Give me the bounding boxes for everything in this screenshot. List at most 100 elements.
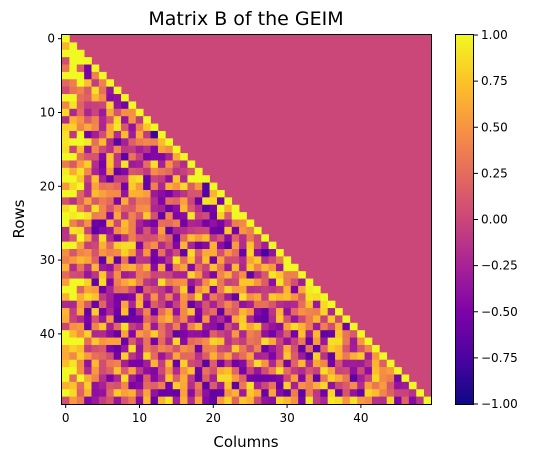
- heatmap-cell: [62, 293, 70, 302]
- heatmap-cell: [290, 271, 299, 279]
- heatmap-cell: [113, 308, 122, 316]
- heatmap-cell: [202, 256, 210, 265]
- heatmap-cell: [106, 212, 115, 220]
- heatmap-cell: [98, 278, 107, 287]
- heatmap-cell: [283, 263, 292, 272]
- heatmap-cell: [342, 396, 351, 405]
- heatmap-cell: [121, 204, 129, 213]
- heatmap-cell: [202, 226, 210, 235]
- heatmap-cell: [143, 263, 151, 272]
- heatmap-cell: [62, 71, 70, 80]
- heatmap-cell: [209, 308, 218, 316]
- heatmap-cell: [98, 396, 107, 405]
- heatmap-cell: [121, 116, 129, 124]
- heatmap-cell: [216, 234, 225, 242]
- heatmap-cell: [216, 212, 225, 220]
- heatmap-cell: [157, 315, 166, 324]
- heatmap-cell-diagonal: [121, 94, 129, 102]
- heatmap-cell: [128, 167, 137, 176]
- heatmap-cell: [327, 315, 336, 324]
- heatmap-cell: [320, 359, 329, 368]
- heatmap-cell: [150, 300, 159, 309]
- heatmap-cell: [165, 381, 174, 390]
- heatmap-cell: [305, 322, 314, 331]
- heatmap-cell: [379, 389, 388, 397]
- heatmap-cell-diagonal: [157, 130, 166, 139]
- heatmap-cell: [187, 234, 196, 242]
- heatmap-cell: [216, 330, 225, 338]
- heatmap-cell: [121, 160, 129, 169]
- heatmap-cell: [187, 330, 196, 338]
- heatmap-cell: [172, 226, 181, 235]
- heatmap-cell: [84, 278, 92, 287]
- heatmap-cell: [187, 241, 196, 250]
- heatmap-cell: [121, 389, 129, 397]
- heatmap-cell: [268, 337, 277, 346]
- heatmap-cell: [76, 389, 85, 397]
- heatmap-cell: [231, 271, 240, 279]
- colorbar-tick-label: −0.50: [481, 305, 518, 319]
- heatmap-cell: [253, 381, 262, 390]
- heatmap-cell: [98, 182, 107, 191]
- heatmap-cell: [209, 219, 218, 228]
- heatmap-cell: [143, 381, 151, 390]
- heatmap-cell: [187, 322, 196, 331]
- heatmap-cell: [69, 381, 78, 390]
- heatmap-cell: [121, 285, 129, 294]
- heatmap-cell: [62, 219, 70, 228]
- heatmap-cell: [62, 101, 70, 110]
- heatmap-cell: [106, 308, 115, 316]
- heatmap-cell: [246, 300, 255, 309]
- heatmap-cell: [121, 189, 129, 198]
- heatmap-cell: [261, 389, 269, 397]
- heatmap-cell: [128, 219, 137, 228]
- heatmap-cell: [121, 138, 129, 147]
- heatmap-cell: [69, 241, 78, 250]
- heatmap-cell: [106, 285, 115, 294]
- heatmap-cell: [62, 204, 70, 213]
- heatmap-cell: [157, 212, 166, 220]
- heatmap-cell: [246, 263, 255, 272]
- heatmap-cell: [172, 367, 181, 375]
- heatmap-cell: [342, 352, 351, 361]
- heatmap-cell: [128, 389, 137, 397]
- heatmap-cell: [276, 352, 284, 361]
- heatmap-cell: [76, 315, 85, 324]
- heatmap-cell-diagonal: [231, 204, 240, 213]
- heatmap-cell: [253, 389, 262, 397]
- heatmap-cell: [121, 123, 129, 132]
- heatmap-cell: [135, 315, 144, 324]
- heatmap-cell: [157, 175, 166, 183]
- heatmap-cell: [69, 167, 78, 176]
- heatmap-cell: [224, 374, 233, 383]
- heatmap-cell: [84, 249, 92, 257]
- heatmap-cell: [224, 367, 233, 375]
- heatmap-cell: [150, 293, 159, 302]
- heatmap-cell: [128, 108, 137, 117]
- heatmap-cell: [62, 300, 70, 309]
- heatmap-cell: [113, 381, 122, 390]
- heatmap-cell: [276, 322, 284, 331]
- heatmap-cell: [98, 337, 107, 346]
- heatmap-cell: [224, 234, 233, 242]
- heatmap-cell: [216, 249, 225, 257]
- heatmap-cell: [283, 293, 292, 302]
- heatmap-cell: [239, 322, 247, 331]
- heatmap-cell: [165, 226, 174, 235]
- heatmap-cell: [69, 374, 78, 383]
- heatmap-cell: [143, 300, 151, 309]
- heatmap-cell: [84, 315, 92, 324]
- heatmap-cell: [84, 153, 92, 161]
- heatmap-cell: [128, 241, 137, 250]
- heatmap-cell: [128, 271, 137, 279]
- heatmap-cell: [84, 359, 92, 368]
- heatmap-cell: [143, 175, 151, 183]
- heatmap-cell: [239, 396, 247, 405]
- heatmap-cell: [157, 352, 166, 361]
- heatmap-cell-diagonal: [349, 322, 358, 331]
- heatmap-cell: [143, 271, 151, 279]
- heatmap-cell: [135, 212, 144, 220]
- heatmap-cell: [172, 204, 181, 213]
- heatmap-cell: [312, 315, 321, 324]
- heatmap-cell-diagonal: [371, 344, 380, 353]
